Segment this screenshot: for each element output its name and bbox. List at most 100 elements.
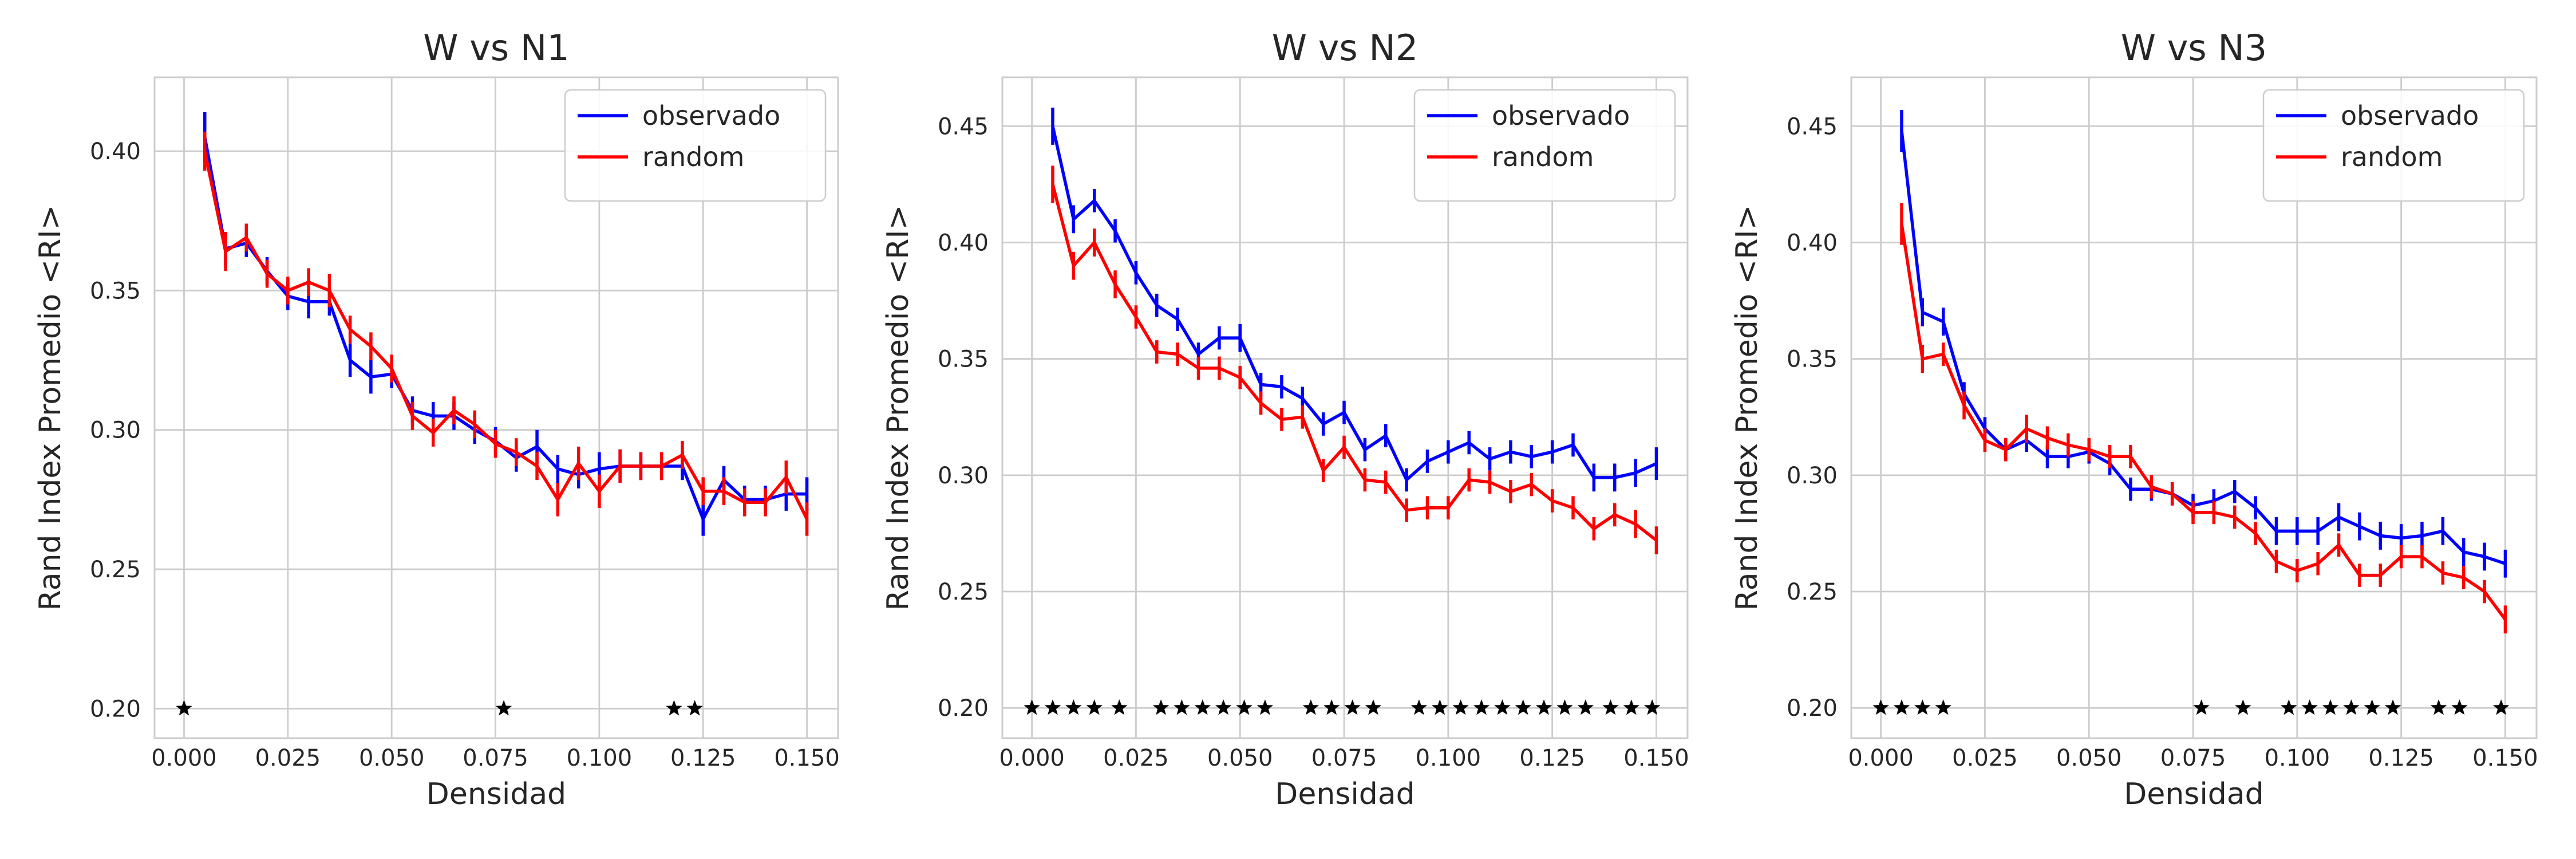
legend-box xyxy=(1413,89,1676,202)
significance-star xyxy=(2322,699,2339,715)
plot: 0.000 0.025 0.050 0.075 0.100 0.125 0.150 0.20 0… xyxy=(1730,27,2538,811)
y-tick-label: 0.40 xyxy=(938,230,989,257)
significance-star xyxy=(1535,699,1552,715)
significance-star xyxy=(1323,699,1340,715)
significance-star xyxy=(1344,699,1361,715)
significance-star xyxy=(1044,699,1061,715)
y-tick-label: 0.35 xyxy=(938,346,989,373)
significance-star xyxy=(2193,699,2210,715)
plot-frame xyxy=(153,76,839,739)
significance-star xyxy=(1174,699,1190,715)
x-tick-label: 0.000 xyxy=(1848,745,1914,771)
significance-star xyxy=(666,700,682,716)
x-tick-label: 0.150 xyxy=(774,745,840,771)
x-tick-label: 0.125 xyxy=(2368,745,2434,771)
legend-label: random xyxy=(2341,141,2443,172)
x-axis-label: Densidad xyxy=(426,777,566,811)
x-tick-label: 0.100 xyxy=(567,745,633,771)
significance-star xyxy=(1556,699,1573,715)
significance-star xyxy=(2235,699,2251,715)
significance-star xyxy=(1473,699,1490,715)
significance-star xyxy=(1452,699,1469,715)
y-tick-label: 0.30 xyxy=(1787,463,1838,489)
significance-star xyxy=(1411,699,1428,715)
significance-star xyxy=(2364,699,2380,715)
significance-star xyxy=(1215,699,1232,715)
x-tick-label: 0.025 xyxy=(255,745,321,771)
significance-star xyxy=(1365,699,1382,715)
plot: 0.000 0.025 0.050 0.075 0.100 0.125 0.150 0.20 0… xyxy=(881,27,1689,811)
significance-star xyxy=(1914,699,1931,715)
legend: observado random xyxy=(564,89,827,202)
x-tick-label: 0.025 xyxy=(1103,745,1169,771)
significance-star xyxy=(1065,699,1082,715)
significance-star xyxy=(1152,699,1170,715)
y-tick-label: 0.35 xyxy=(90,278,141,304)
significance-star xyxy=(2343,699,2360,715)
legend-label: observado xyxy=(642,100,780,131)
significance-star xyxy=(2281,699,2297,715)
x-tick-label: 0.050 xyxy=(359,745,425,771)
y-tick-label: 0.30 xyxy=(90,417,141,444)
y-tick-label: 0.40 xyxy=(1787,230,1838,257)
x-tick-label: 0.050 xyxy=(1207,745,1273,771)
x-tick-label: 0.125 xyxy=(1519,745,1585,771)
series-line xyxy=(1900,223,2507,621)
y-tick-label: 0.25 xyxy=(90,557,141,583)
legend-label: observado xyxy=(1492,100,1630,131)
plot-frame xyxy=(1850,76,2538,739)
significance-star xyxy=(686,700,703,716)
significance-star xyxy=(1872,699,1889,715)
y-tick-label: 0.25 xyxy=(938,579,989,605)
x-tick-label: 0.075 xyxy=(2160,745,2226,771)
significance-star xyxy=(2451,699,2468,715)
significance-star xyxy=(1086,699,1103,715)
legend-label: random xyxy=(642,141,744,172)
x-tick-label: 0.000 xyxy=(999,745,1065,771)
significance-star xyxy=(1302,699,1319,715)
significance-star xyxy=(2384,699,2401,715)
significance-star xyxy=(1494,699,1511,715)
y-tick-label: 0.30 xyxy=(938,463,989,489)
significance-star xyxy=(1024,699,1040,715)
y-tick-label: 0.35 xyxy=(1787,346,1838,373)
legend-label: observado xyxy=(2341,100,2479,131)
significance-star xyxy=(1194,699,1211,715)
x-tick-label: 0.000 xyxy=(151,745,217,771)
significance-star xyxy=(1432,699,1448,715)
plot: 0.000 0.025 0.050 0.075 0.100 0.125 0.150 0.20 0… xyxy=(33,27,840,811)
chart-title: W vs N1 xyxy=(423,27,570,69)
significance-star xyxy=(1602,699,1619,715)
y-tick-label: 0.45 xyxy=(1787,113,1838,140)
significance-star xyxy=(1236,699,1253,715)
significance-star xyxy=(1515,699,1531,715)
significance-star xyxy=(176,700,192,716)
x-tick-label: 0.075 xyxy=(463,745,528,771)
series-line xyxy=(1051,125,1657,482)
legend-box xyxy=(564,89,827,202)
x-tick-label: 0.050 xyxy=(2056,745,2122,771)
significance-star xyxy=(1577,699,1594,715)
plot-frame xyxy=(1001,76,1689,739)
x-axis-label: Densidad xyxy=(2124,777,2263,811)
y-tick-label: 0.20 xyxy=(90,696,141,722)
x-tick-label: 0.100 xyxy=(1416,745,1481,771)
x-tick-label: 0.150 xyxy=(1623,745,1689,771)
y-tick-label: 0.20 xyxy=(1787,695,1838,722)
legend-box xyxy=(2262,89,2525,202)
legend: observado random xyxy=(2262,89,2525,202)
y-tick-label: 0.20 xyxy=(938,695,989,722)
y-axis-label: Rand Index Promedio <RI> xyxy=(1730,205,1764,611)
x-tick-label: 0.100 xyxy=(2265,745,2330,771)
y-tick-label: 0.40 xyxy=(90,139,141,165)
x-tick-label: 0.125 xyxy=(670,745,736,771)
legend: observado random xyxy=(1413,89,1676,202)
legend-label: random xyxy=(1492,141,1594,172)
y-tick-label: 0.45 xyxy=(938,113,989,140)
x-tick-label: 0.150 xyxy=(2472,745,2538,771)
significance-star xyxy=(1935,699,1951,715)
x-tick-label: 0.075 xyxy=(1311,745,1377,771)
